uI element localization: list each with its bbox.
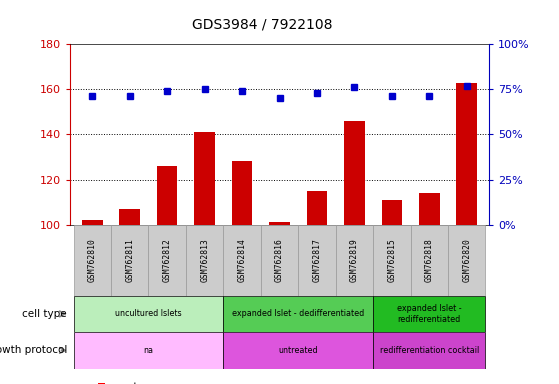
Bar	[373, 332, 485, 369]
Text: na: na	[144, 346, 154, 355]
Text: GSM762817: GSM762817	[312, 238, 321, 282]
Bar	[195, 132, 215, 225]
Text: GSM762815: GSM762815	[387, 238, 396, 282]
Bar	[344, 121, 364, 225]
Bar	[307, 191, 327, 225]
Text: untreated: untreated	[278, 346, 318, 355]
Bar	[335, 225, 373, 296]
Text: GSM762811: GSM762811	[125, 238, 134, 282]
Text: GSM762813: GSM762813	[200, 238, 209, 282]
Bar	[448, 225, 485, 296]
Text: count: count	[108, 382, 138, 384]
Text: uncultured Islets: uncultured Islets	[115, 310, 182, 318]
Bar	[120, 209, 140, 225]
Text: GSM762818: GSM762818	[425, 238, 434, 282]
Bar	[224, 225, 261, 296]
Bar	[224, 332, 373, 369]
Bar	[381, 200, 402, 225]
Text: redifferentiation cocktail: redifferentiation cocktail	[380, 346, 479, 355]
Bar	[157, 166, 178, 225]
Bar	[269, 222, 290, 225]
Text: growth protocol: growth protocol	[0, 345, 67, 356]
Text: GDS3984 / 7922108: GDS3984 / 7922108	[192, 17, 333, 31]
Text: cell type: cell type	[22, 309, 67, 319]
Bar	[410, 225, 448, 296]
Bar	[373, 296, 485, 332]
Bar	[419, 193, 439, 225]
Bar	[261, 225, 298, 296]
Bar	[82, 220, 103, 225]
Text: GSM762816: GSM762816	[275, 238, 284, 282]
Bar	[298, 225, 335, 296]
Bar	[149, 225, 186, 296]
Text: GSM762810: GSM762810	[88, 238, 97, 282]
Bar	[74, 296, 224, 332]
Bar	[456, 83, 477, 225]
Text: GSM762814: GSM762814	[238, 238, 247, 282]
Bar	[186, 225, 224, 296]
Bar	[74, 225, 111, 296]
Text: GSM762820: GSM762820	[462, 238, 471, 282]
Bar	[232, 161, 252, 225]
Bar	[373, 225, 410, 296]
Text: GSM762812: GSM762812	[163, 238, 172, 282]
Text: expanded Islet - dedifferentiated: expanded Islet - dedifferentiated	[232, 310, 364, 318]
Bar	[74, 332, 224, 369]
Bar	[224, 296, 373, 332]
Text: GSM762819: GSM762819	[350, 238, 359, 282]
Bar	[111, 225, 149, 296]
Text: expanded Islet -
redifferentiated: expanded Islet - redifferentiated	[397, 304, 462, 324]
